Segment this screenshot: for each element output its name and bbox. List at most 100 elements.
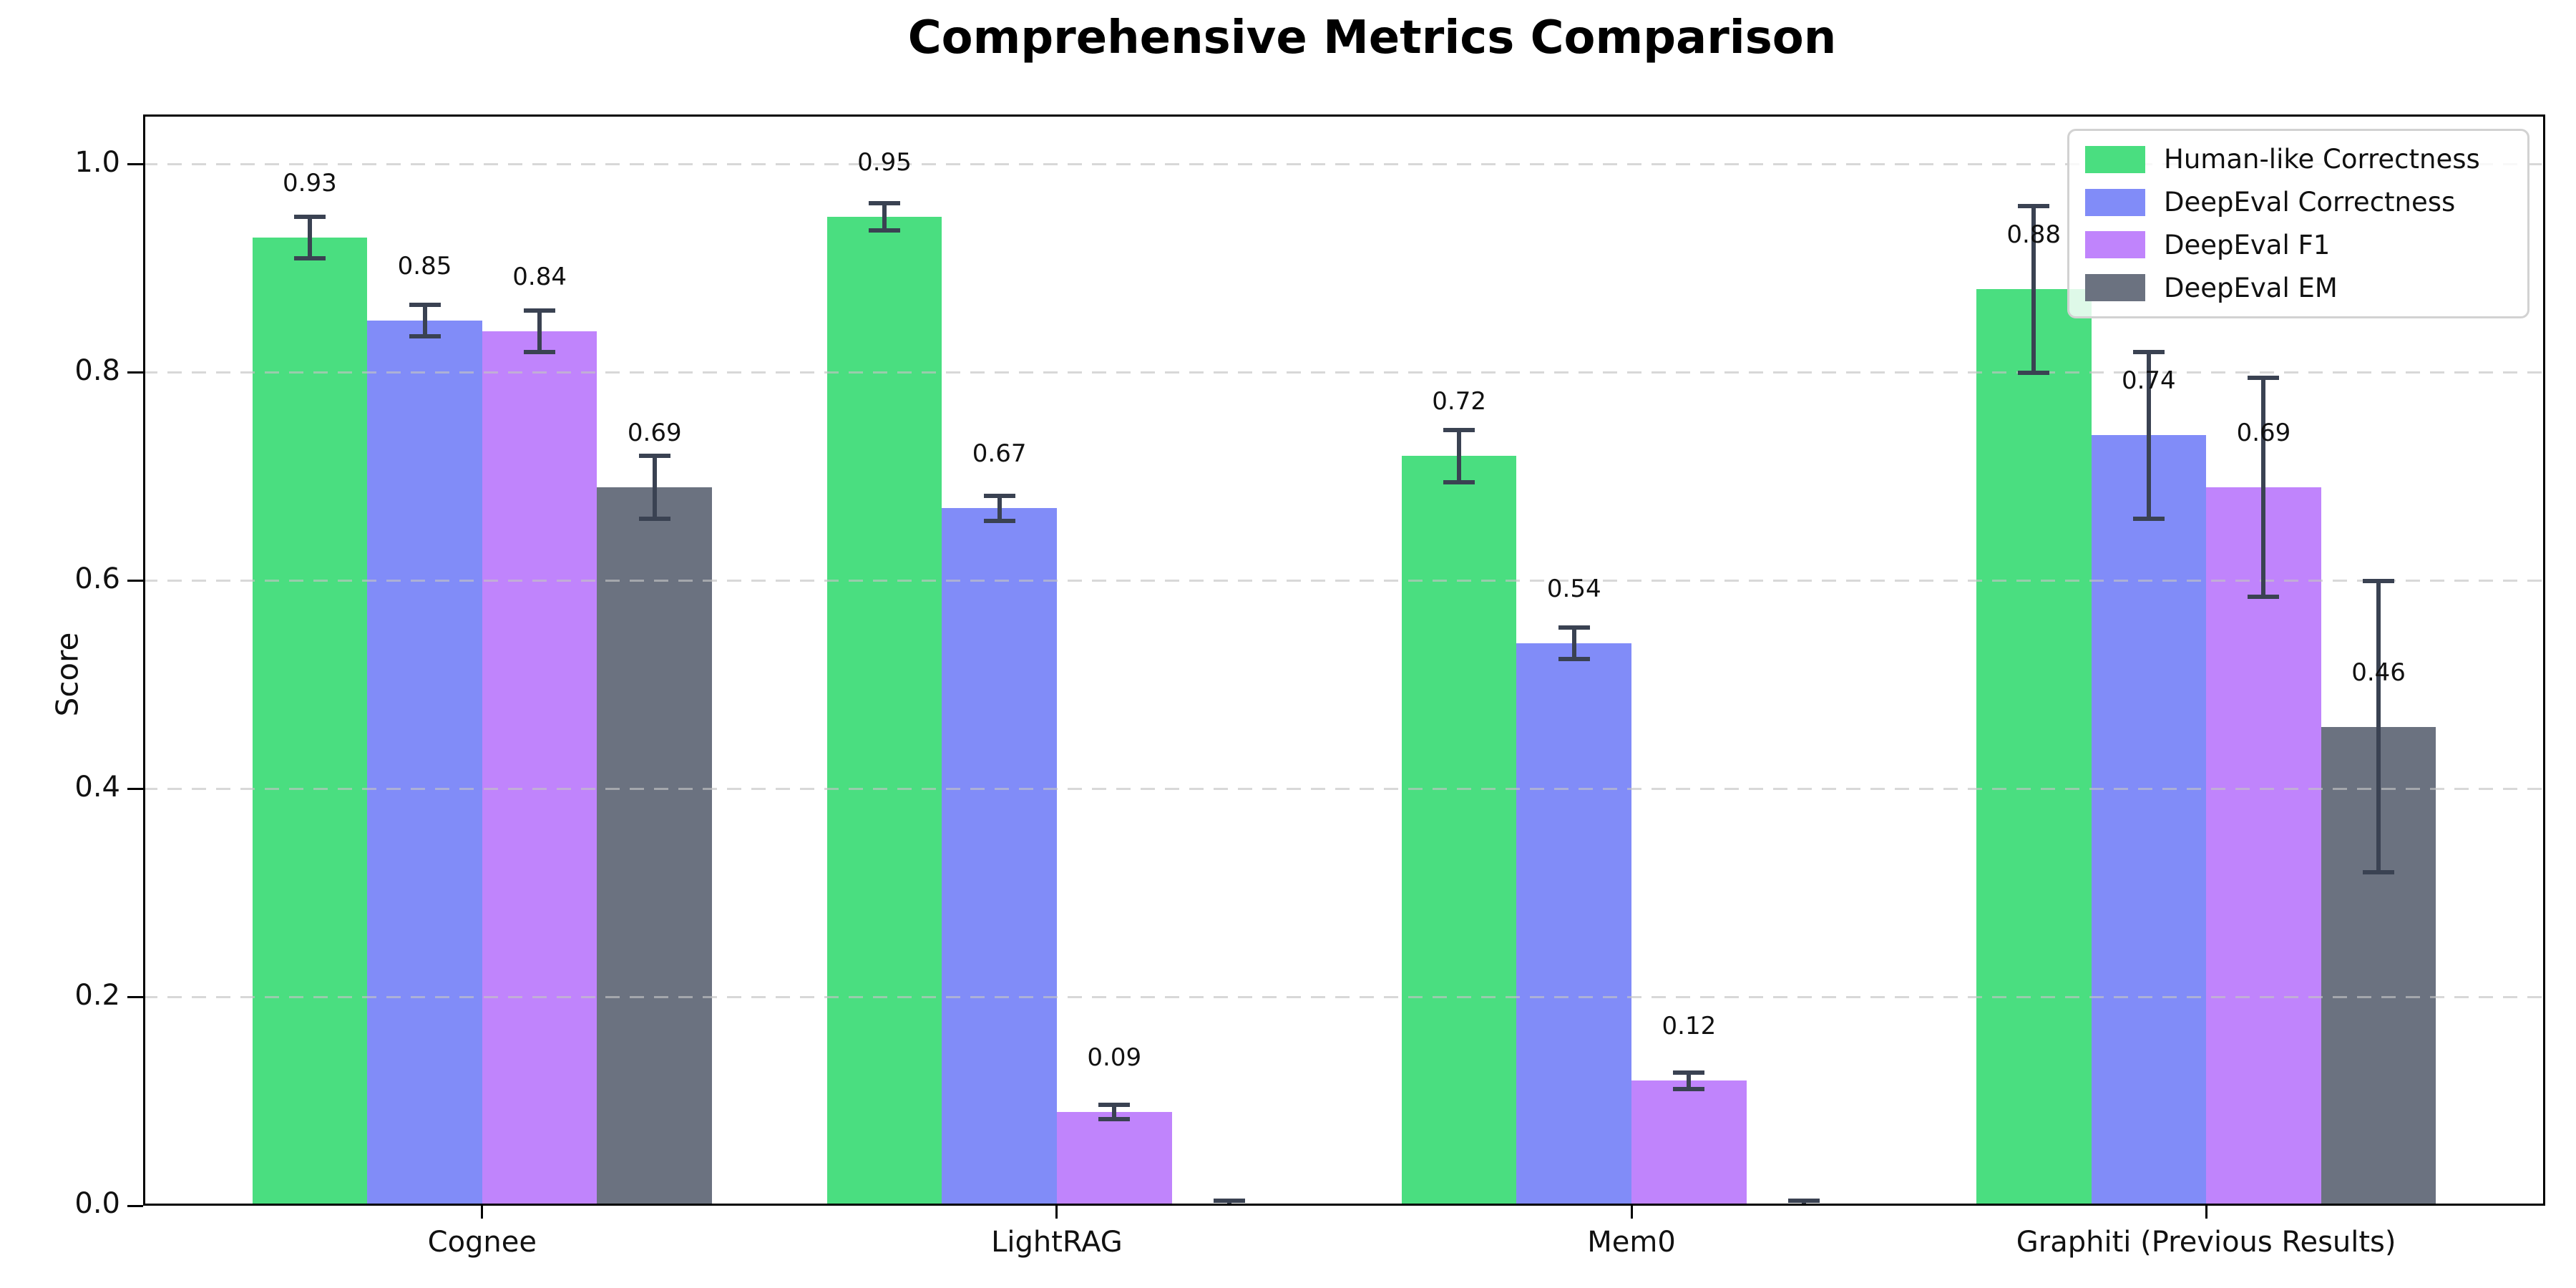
error-bar-cap <box>2018 204 2050 209</box>
x-tick-label: LightRAG <box>991 1226 1123 1259</box>
x-tick-mark-0 <box>481 1206 484 1219</box>
legend-swatch <box>2085 145 2145 173</box>
error-bar-cap <box>983 518 1015 523</box>
bar-value-label: 0.67 <box>972 439 1027 469</box>
error-bar-cap <box>293 255 326 260</box>
bar-value-label: 0.95 <box>857 147 912 177</box>
legend-item-2: DeepEval F1 <box>2085 230 2512 260</box>
error-bar <box>1801 1200 1806 1206</box>
gridline-y-1.0 <box>143 163 2545 166</box>
y-tick-mark-0.2 <box>127 996 143 999</box>
bar-deepeval-f1-0 <box>482 331 597 1206</box>
error-bar-cap <box>1673 1070 1705 1075</box>
legend-swatch <box>2085 188 2145 216</box>
x-tick-mark-2 <box>1630 1206 1633 1219</box>
bar-deepeval-em-0 <box>597 487 713 1206</box>
legend-swatch <box>2085 231 2145 259</box>
error-bar-cap <box>1673 1087 1705 1092</box>
gridline-y-0.6 <box>143 580 2545 582</box>
error-bar-cap <box>1558 657 1590 662</box>
error-bar-cap <box>2248 594 2280 599</box>
x-tick-label: Cognee <box>427 1226 537 1259</box>
bar-value-label: 0.54 <box>1546 575 1601 604</box>
gridline-y-0.2 <box>143 996 2545 999</box>
chart-title-text: Comprehensive Metrics Comparison <box>907 11 1837 64</box>
error-bar <box>882 203 887 230</box>
bar-value-label: 0.69 <box>627 418 682 447</box>
error-bar <box>997 495 1002 521</box>
legend-label: DeepEval F1 <box>2164 229 2331 260</box>
bar-human-like-correctness-2 <box>1401 456 1517 1206</box>
error-bar-cap <box>1558 625 1590 630</box>
error-bar-cap <box>1787 1198 1820 1203</box>
error-bar-cap <box>869 200 900 205</box>
bar-value-label: 0.84 <box>512 262 567 291</box>
y-axis-label: Score <box>49 632 85 717</box>
bar-value-label: 0.46 <box>2351 658 2406 687</box>
error-bar-cap <box>869 228 900 233</box>
error-bar <box>1457 429 1462 482</box>
legend-swatch <box>2085 274 2145 302</box>
legend-label: DeepEval EM <box>2164 272 2338 303</box>
bar-value-label: 0.12 <box>1662 1012 1717 1041</box>
error-bar-cap <box>524 349 556 354</box>
y-tick-mark-0.8 <box>127 371 143 374</box>
error-bar <box>2031 206 2036 373</box>
bar-value-label: 0.72 <box>1432 387 1486 416</box>
gridline-y-0.8 <box>143 371 2545 374</box>
error-bar-cap <box>2248 376 2280 381</box>
bar-value-label: 0.74 <box>2121 366 2176 396</box>
error-bar-cap <box>293 214 326 219</box>
legend-item-0: Human-like Correctness <box>2085 144 2512 175</box>
error-bar-cap <box>983 493 1015 498</box>
y-tick-label: 0.2 <box>74 978 120 1012</box>
error-bar <box>422 305 427 336</box>
legend-item-3: DeepEval EM <box>2085 273 2512 303</box>
bar-human-like-correctness-3 <box>1976 289 2092 1206</box>
bar-deepeval-correctness-2 <box>1516 643 1632 1206</box>
y-tick-label: 0.0 <box>74 1187 120 1220</box>
error-bar <box>652 456 657 519</box>
error-bar-cap <box>524 308 556 313</box>
error-bar-cap <box>409 303 441 308</box>
error-bar <box>1687 1072 1692 1090</box>
bar-value-label: 0.09 <box>1087 1043 1142 1073</box>
error-bar-cap <box>1098 1102 1131 1107</box>
y-tick-label: 0.8 <box>74 353 120 387</box>
bar-value-label: 0.69 <box>2236 418 2291 447</box>
error-bar <box>2146 351 2151 519</box>
bar-deepeval-f1-3 <box>2206 487 2321 1206</box>
error-bar <box>1571 628 1576 660</box>
legend-item-1: DeepEval Correctness <box>2085 187 2512 218</box>
bar-deepeval-correctness-0 <box>367 321 482 1206</box>
error-bar-cap <box>1443 479 1475 484</box>
bar-human-like-correctness-0 <box>252 237 368 1206</box>
error-bar-cap <box>1443 427 1475 432</box>
error-bar-cap <box>409 333 441 338</box>
bar-value-label: 0.93 <box>283 168 337 197</box>
bar-value-label: 0.85 <box>397 252 452 281</box>
x-tick-label: Graphiti (Previous Results) <box>2016 1226 2396 1259</box>
error-bar <box>1112 1104 1117 1120</box>
x-tick-mark-3 <box>2205 1206 2207 1219</box>
error-bar-cap <box>2363 870 2395 875</box>
y-tick-label: 0.6 <box>74 562 120 595</box>
y-tick-mark-0.0 <box>127 1204 143 1207</box>
error-bar-cap <box>2363 578 2395 583</box>
x-tick-mark-1 <box>1055 1206 1058 1219</box>
bar-deepeval-f1-1 <box>1056 1112 1172 1206</box>
error-bar-cap <box>1213 1198 1245 1203</box>
y-tick-mark-1.0 <box>127 163 143 166</box>
error-bar-cap <box>2132 516 2165 521</box>
y-tick-mark-0.6 <box>127 580 143 582</box>
gridline-y-0.4 <box>143 788 2545 791</box>
bar-value-label: 0.88 <box>2006 220 2062 250</box>
error-bar-cap <box>1098 1117 1131 1122</box>
error-bar <box>2261 378 2266 597</box>
bar-human-like-correctness-1 <box>826 216 942 1206</box>
error-bar-cap <box>2018 370 2050 375</box>
x-tick-label: Mem0 <box>1587 1226 1676 1259</box>
error-bar <box>2376 580 2381 873</box>
chart-title: Comprehensive Metrics Comparison <box>0 11 2576 64</box>
